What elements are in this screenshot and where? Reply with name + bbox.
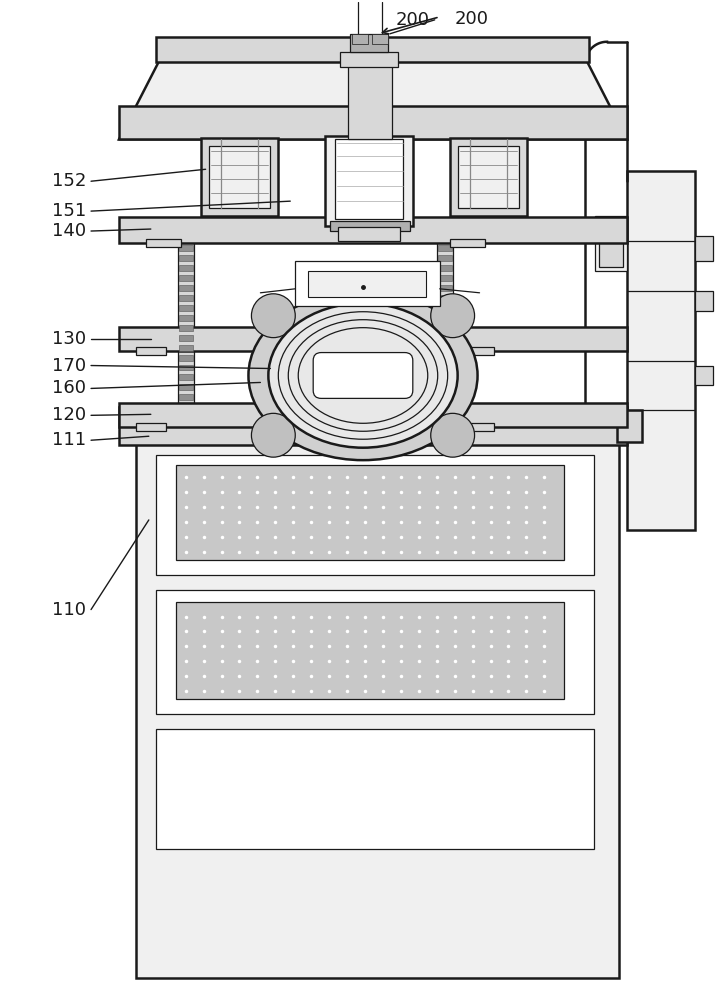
Bar: [136, 423, 166, 431]
Bar: [175, 602, 564, 699]
Text: 111: 111: [52, 431, 86, 449]
Bar: [348, 62, 392, 139]
Bar: [178, 365, 193, 370]
Circle shape: [431, 413, 475, 457]
Text: 160: 160: [52, 379, 86, 397]
Bar: [156, 590, 594, 714]
Bar: [178, 285, 193, 291]
Bar: [438, 345, 452, 351]
Bar: [438, 265, 452, 271]
Bar: [119, 106, 627, 139]
Bar: [438, 245, 452, 251]
Bar: [178, 325, 193, 331]
Bar: [695, 366, 713, 385]
Bar: [438, 355, 452, 361]
Ellipse shape: [249, 291, 478, 460]
Bar: [438, 325, 452, 331]
Bar: [178, 245, 193, 251]
Ellipse shape: [268, 303, 457, 448]
Bar: [209, 146, 270, 208]
Bar: [178, 315, 193, 321]
Bar: [178, 305, 193, 311]
Bar: [330, 221, 410, 231]
Bar: [457, 146, 519, 208]
Bar: [627, 171, 695, 530]
Bar: [156, 455, 594, 575]
Bar: [465, 347, 494, 355]
Bar: [119, 327, 627, 351]
Text: 170: 170: [52, 357, 86, 375]
Bar: [438, 315, 452, 321]
Bar: [436, 239, 452, 403]
Bar: [178, 384, 193, 390]
Bar: [372, 34, 388, 44]
Bar: [450, 239, 484, 247]
Bar: [295, 261, 439, 306]
Bar: [438, 374, 452, 380]
Circle shape: [252, 294, 295, 338]
Bar: [438, 394, 452, 400]
Text: 200: 200: [396, 11, 430, 29]
Bar: [438, 275, 452, 281]
Bar: [156, 729, 594, 849]
Text: 152: 152: [51, 172, 86, 190]
Bar: [438, 255, 452, 261]
Text: 140: 140: [52, 222, 86, 240]
Bar: [450, 138, 527, 216]
Bar: [178, 255, 193, 261]
Bar: [178, 275, 193, 281]
Bar: [119, 403, 627, 427]
Bar: [438, 384, 452, 390]
Bar: [617, 410, 642, 442]
Bar: [178, 265, 193, 271]
Text: 120: 120: [52, 406, 86, 424]
Bar: [340, 52, 398, 67]
Bar: [595, 216, 627, 271]
Bar: [178, 374, 193, 380]
Bar: [146, 239, 181, 247]
Bar: [175, 465, 564, 560]
Bar: [695, 236, 713, 261]
Bar: [438, 335, 452, 341]
Bar: [119, 407, 627, 445]
Bar: [350, 34, 388, 52]
Bar: [338, 227, 400, 241]
Bar: [465, 423, 494, 431]
Text: 110: 110: [52, 601, 86, 619]
Text: 200: 200: [455, 10, 489, 28]
Bar: [325, 136, 413, 226]
Bar: [308, 271, 426, 297]
Bar: [119, 217, 627, 243]
Text: 151: 151: [51, 202, 86, 220]
Bar: [136, 435, 619, 978]
Text: 130: 130: [52, 330, 86, 348]
Bar: [178, 295, 193, 301]
Bar: [178, 345, 193, 351]
Bar: [438, 305, 452, 311]
Bar: [599, 220, 623, 267]
Bar: [178, 239, 194, 403]
Bar: [438, 365, 452, 370]
Bar: [695, 291, 713, 311]
Polygon shape: [119, 62, 627, 139]
Circle shape: [431, 294, 475, 338]
Bar: [201, 138, 278, 216]
FancyBboxPatch shape: [313, 353, 413, 398]
Bar: [178, 355, 193, 361]
Bar: [156, 37, 589, 62]
Bar: [335, 139, 403, 219]
Bar: [438, 285, 452, 291]
Circle shape: [252, 413, 295, 457]
Bar: [438, 295, 452, 301]
Bar: [178, 394, 193, 400]
Bar: [136, 347, 166, 355]
Bar: [178, 335, 193, 341]
Bar: [352, 34, 368, 44]
